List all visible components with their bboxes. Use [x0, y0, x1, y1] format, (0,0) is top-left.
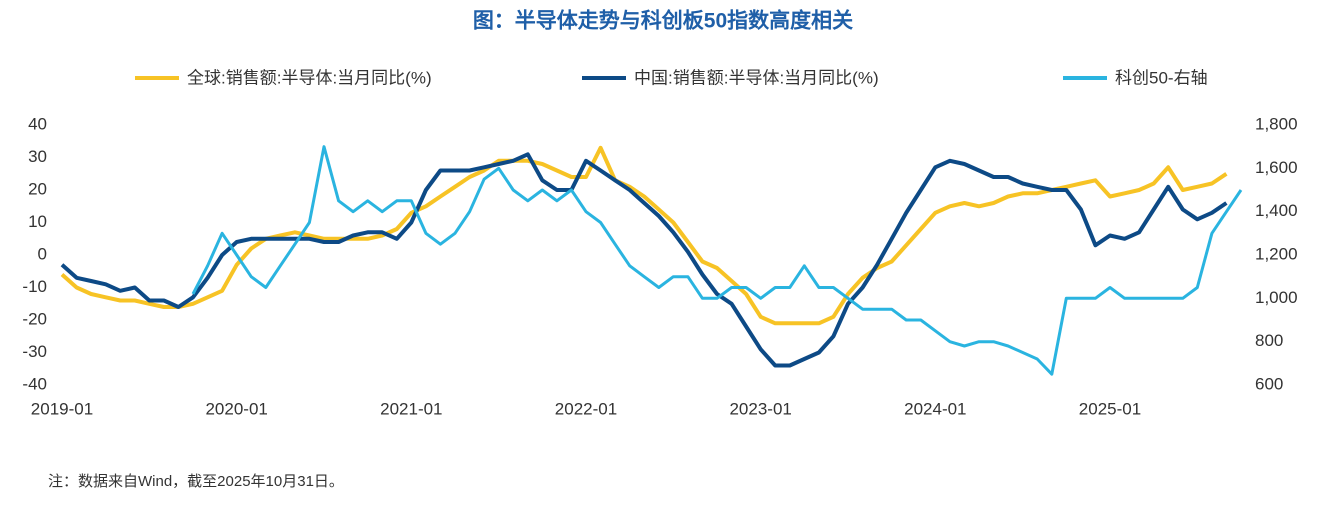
y-tick-label: -30 — [22, 342, 47, 361]
x-tick-label: 2024-01 — [904, 399, 966, 418]
y-tick-label: 0 — [38, 244, 47, 263]
y-tick-label: 10 — [28, 212, 47, 231]
y-tick-label: 40 — [28, 114, 47, 133]
y-tick-label: -40 — [22, 374, 47, 393]
x-tick-label: 2021-01 — [380, 399, 442, 418]
chart-title: 图：半导体走势与科创板50指数高度相关 — [473, 9, 853, 33]
y2-tick-label: 1,600 — [1255, 158, 1298, 177]
y-tick-label: 30 — [28, 147, 47, 166]
series-line — [191, 145, 1243, 376]
series-line — [60, 152, 1228, 368]
legend-label: 全球:销售额:半导体:当月同比(%) — [187, 68, 432, 87]
legend-label: 中国:销售额:半导体:当月同比(%) — [634, 68, 879, 87]
series-line — [60, 145, 1228, 326]
legend-label: 科创50-右轴 — [1115, 68, 1208, 87]
footnote: 注：数据来自Wind，截至2025年10月31日。 — [48, 473, 344, 490]
y2-tick-label: 1,400 — [1255, 201, 1298, 220]
y2-tick-label: 1,200 — [1255, 244, 1298, 263]
y2-tick-label: 1,800 — [1255, 114, 1298, 133]
x-tick-label: 2020-01 — [205, 399, 267, 418]
x-tick-label: 2019-01 — [31, 399, 93, 418]
y2-tick-label: 800 — [1255, 331, 1283, 350]
x-tick-label: 2023-01 — [729, 399, 791, 418]
y2-tick-label: 600 — [1255, 374, 1283, 393]
y-tick-label: -20 — [22, 309, 47, 328]
y2-tick-label: 1,000 — [1255, 288, 1298, 307]
x-tick-label: 2022-01 — [555, 399, 617, 418]
y-tick-label: -10 — [22, 277, 47, 296]
x-tick-label: 2025-01 — [1079, 399, 1141, 418]
y-tick-label: 20 — [28, 179, 47, 198]
